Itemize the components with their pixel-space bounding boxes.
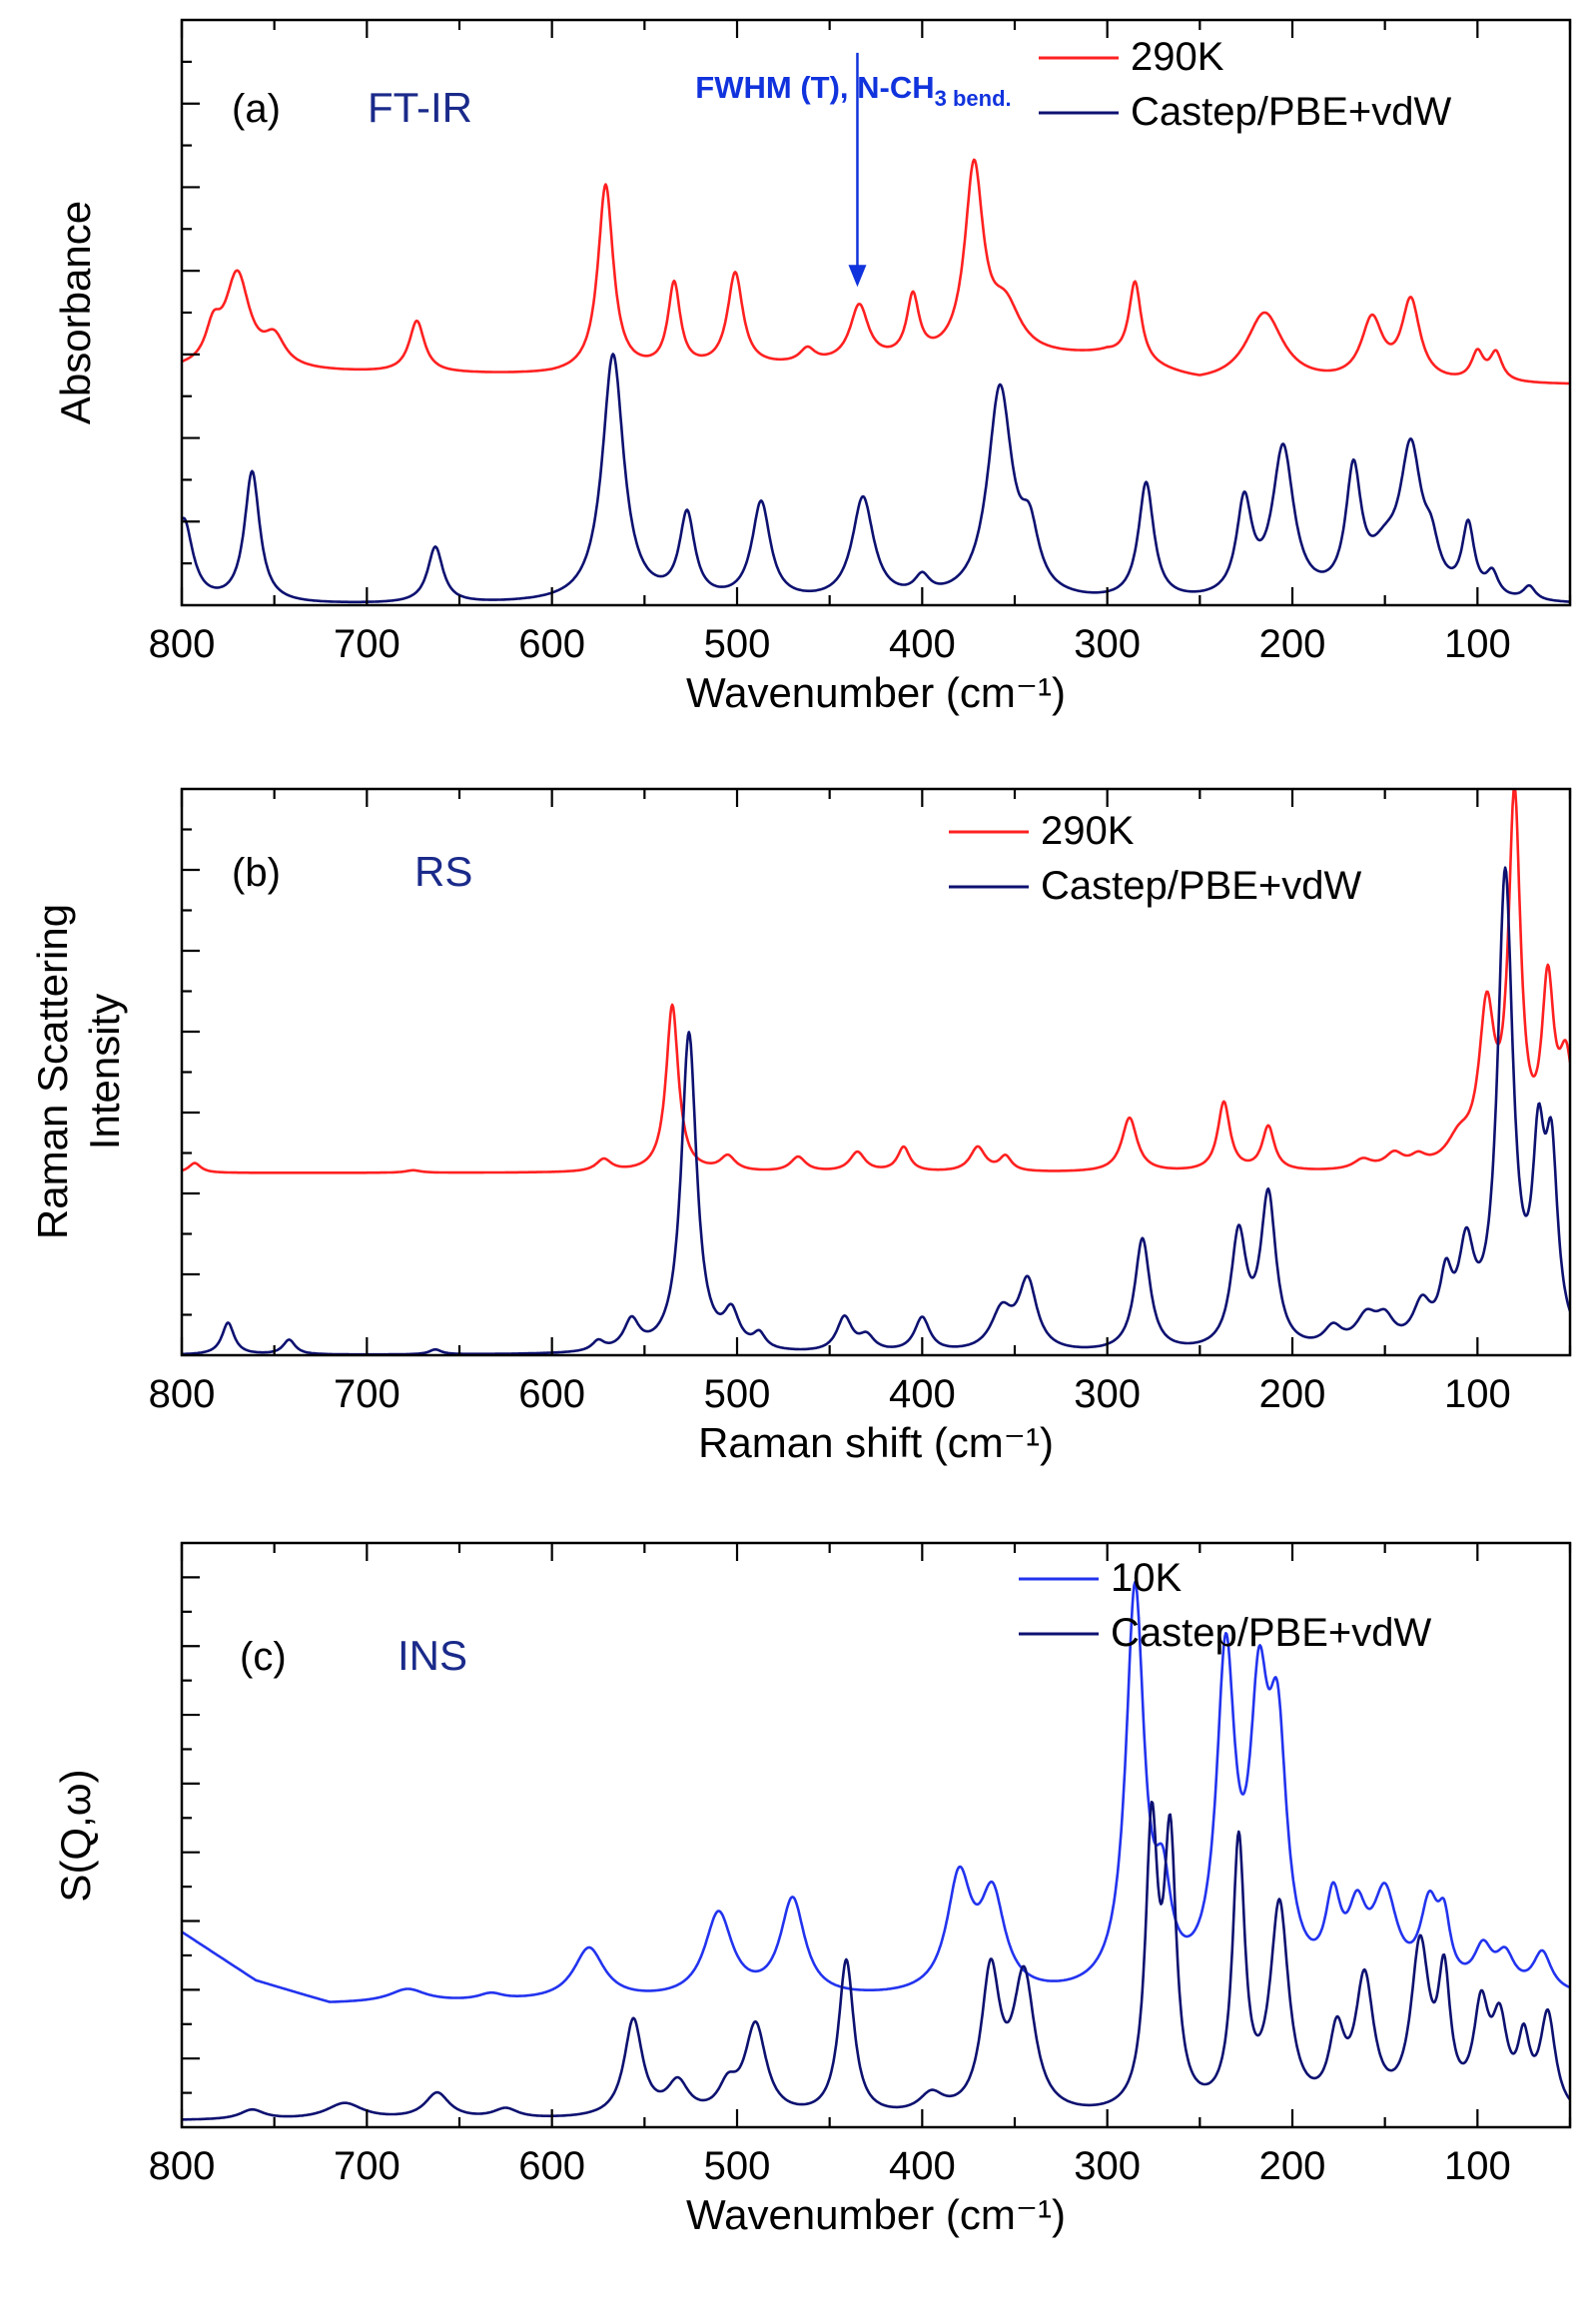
series-line-castep-pbe-vdw (182, 866, 1570, 1355)
legend-label: 290K (1041, 809, 1135, 853)
x-tick-label: 300 (1074, 1372, 1141, 1416)
x-tick-label: 400 (889, 2144, 956, 2188)
legend-label: Castep/PBE+vdW (1041, 864, 1361, 908)
x-tick-label: 300 (1074, 622, 1141, 666)
annotation-label: FWHM (T), N-CH3 bend. (695, 70, 1011, 111)
x-tick-label: 400 (889, 622, 956, 666)
x-tick-label: 500 (704, 2144, 771, 2188)
y-axis-label-line: Intensity (81, 994, 128, 1150)
legend-label: 10K (1111, 1556, 1182, 1600)
x-tick-label: 100 (1444, 1372, 1511, 1416)
series-line-10k (182, 1580, 1570, 2003)
x-axis-label: Wavenumber (cm⁻¹) (686, 669, 1066, 716)
series-line-290k (182, 158, 1570, 385)
panel-label: (a) (232, 87, 281, 131)
annotation-arrow-head (848, 265, 867, 288)
technique-label: RS (414, 848, 472, 895)
x-tick-label: 800 (149, 622, 216, 666)
series-line-castep-pbe-vdw (182, 1801, 1570, 2121)
annotation-text: FWHM (T), N-CH (695, 70, 934, 105)
x-tick-label: 600 (518, 2144, 585, 2188)
x-tick-label: 200 (1259, 622, 1326, 666)
series-line-castep-pbe-vdw (182, 353, 1570, 604)
x-tick-label: 800 (149, 2144, 216, 2188)
x-tick-label: 700 (334, 622, 400, 666)
annotation-subscript: 3 bend. (935, 86, 1012, 111)
panel-label: (c) (240, 1635, 287, 1679)
x-tick-label: 600 (518, 1372, 585, 1416)
x-axis-label: Wavenumber (cm⁻¹) (686, 2191, 1066, 2238)
panel-a: 800 700 600 500 400 300 200 100 Wavenumber (cm⁻¹… (52, 18, 1572, 716)
x-tick-label: 400 (889, 1372, 956, 1416)
technique-label: INS (398, 1632, 467, 1679)
x-tick-label: 800 (149, 1372, 216, 1416)
x-tick-label: 200 (1259, 2144, 1326, 2188)
panel-c: 800 700 600 500 400 300 200 100 Wavenumber (cm⁻¹… (52, 1541, 1572, 2238)
y-axis-label: Raman Scattering Intensity (29, 904, 128, 1239)
x-axis-label: Raman shift (cm⁻¹) (698, 1419, 1054, 1466)
x-tick-label: 300 (1074, 2144, 1141, 2188)
series-line-290k (182, 789, 1570, 1174)
x-tick-label: 700 (334, 2144, 400, 2188)
y-axis-label-line: Raman Scattering (29, 904, 76, 1239)
x-tick-label: 100 (1444, 622, 1511, 666)
x-tick-label: 200 (1259, 1372, 1326, 1416)
legend-label: Castep/PBE+vdW (1131, 90, 1451, 134)
x-tick-label: 500 (704, 622, 771, 666)
y-axis-label: Absorbance (52, 201, 99, 424)
legend-label: 290K (1131, 35, 1224, 79)
y-axis-label: S(Q,ω) (52, 1769, 99, 1902)
panel-label: (b) (232, 851, 281, 895)
legend-label: Castep/PBE+vdW (1111, 1611, 1431, 1655)
axes-frame (180, 1541, 1572, 2129)
technique-label: FT-IR (368, 84, 472, 131)
x-tick-label: 700 (334, 1372, 400, 1416)
x-tick-label: 100 (1444, 2144, 1511, 2188)
axes-frame (180, 787, 1572, 1357)
x-tick-label: 500 (704, 1372, 771, 1416)
panel-b: 800 700 600 500 400 300 200 100 Raman shift (cm⁻… (29, 787, 1572, 1466)
x-tick-label: 600 (518, 622, 585, 666)
